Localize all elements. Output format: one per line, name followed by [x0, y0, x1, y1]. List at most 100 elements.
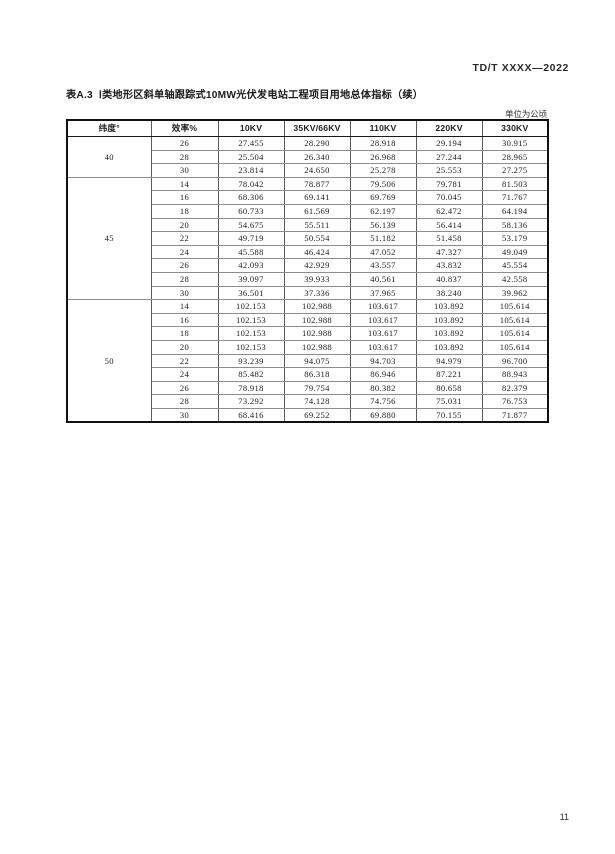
efficiency-cell: 18 [150, 203, 219, 219]
value-cell: 51.182 [349, 231, 417, 246]
column-header-latitude: 纬度° [66, 119, 152, 137]
value-cell: 42.558 [481, 271, 549, 287]
value-cell: 49.049 [481, 244, 549, 260]
value-cell: 93.239 [217, 353, 285, 369]
value-cell: 102.153 [217, 326, 285, 341]
value-cell: 62.472 [415, 203, 483, 219]
value-cell: 71.767 [481, 190, 549, 205]
efficiency-cell: 22 [150, 231, 219, 246]
table-row: 16 102.153 102.988 103.617 103.892 105.614 [67, 312, 549, 328]
efficiency-cell: 14 [150, 176, 219, 192]
value-cell: 74.756 [349, 394, 417, 409]
value-cell: 25.278 [349, 163, 417, 178]
table-row: 30 36.501 37.336 37.965 38.240 39.962 [67, 285, 549, 301]
efficiency-cell: 30 [150, 163, 219, 178]
value-cell: 53.179 [481, 231, 549, 246]
table-caption-number: 表A.3 [66, 90, 93, 101]
value-cell: 54.675 [217, 217, 285, 233]
table-row: 20 54.675 55.511 56.139 56.414 58.136 [67, 217, 549, 233]
value-cell: 49.719 [217, 231, 285, 246]
value-cell: 39.097 [217, 271, 285, 287]
value-cell: 64.194 [481, 203, 549, 219]
value-cell: 94.075 [283, 353, 351, 369]
value-cell: 69.141 [283, 190, 351, 205]
value-cell: 103.617 [349, 326, 417, 341]
column-header-35kv-66kv: 35KV/66KV [283, 119, 351, 137]
value-cell: 45.554 [481, 258, 549, 273]
value-cell: 88.943 [481, 367, 549, 382]
value-cell: 60.733 [217, 203, 285, 219]
value-cell: 74.128 [283, 394, 351, 409]
value-cell: 58.136 [481, 217, 549, 233]
value-cell: 94.703 [349, 353, 417, 369]
value-cell: 102.153 [217, 299, 285, 314]
value-cell: 102.988 [283, 326, 351, 341]
value-cell: 28.918 [349, 136, 417, 151]
efficiency-cell: 24 [150, 244, 219, 260]
efficiency-cell: 28 [150, 394, 219, 409]
value-cell: 42.093 [217, 258, 285, 273]
value-cell: 62.197 [349, 203, 417, 219]
value-cell: 27.244 [415, 149, 483, 165]
value-cell: 79.781 [415, 176, 483, 192]
table-row: 40 26 27.455 28.290 28.918 29.194 30.915 [66, 136, 549, 178]
value-cell: 82.379 [481, 380, 549, 396]
value-cell: 26.340 [283, 149, 351, 165]
value-cell: 105.614 [481, 326, 549, 341]
value-cell: 94.979 [415, 353, 483, 369]
value-cell: 78.042 [217, 176, 285, 192]
value-cell: 40.561 [349, 271, 417, 287]
value-cell: 43.557 [349, 258, 417, 273]
land-use-indicator-table: 纬度° 效率% 10KV 35KV/66KV 110KV 220KV 330KV… [66, 119, 549, 424]
latitude-group-cell: 40 [66, 136, 152, 178]
value-cell: 80.658 [415, 380, 483, 396]
efficiency-cell: 26 [150, 380, 219, 396]
column-header-330kv: 330KV [481, 119, 549, 137]
column-header-220kv: 220KV [415, 119, 483, 137]
value-cell: 102.153 [217, 312, 285, 328]
value-cell: 28.290 [283, 136, 351, 151]
value-cell: 71.877 [481, 407, 549, 423]
value-cell: 43.832 [415, 258, 483, 273]
page-number: 11 [559, 812, 569, 822]
value-cell: 37.965 [349, 285, 417, 301]
value-cell: 42.929 [283, 258, 351, 273]
value-cell: 25.553 [415, 163, 483, 178]
value-cell: 69.252 [283, 407, 351, 423]
running-header: TD/T XXXX—2022 [472, 62, 569, 74]
table-caption: 表A.3 Ⅰ类地形区斜单轴跟踪式10MW光伏发电站工程项目用地总体指标（续） [66, 86, 546, 101]
value-cell: 55.511 [283, 217, 351, 233]
value-cell: 40.837 [415, 271, 483, 287]
value-cell: 73.292 [217, 394, 285, 409]
value-cell: 103.617 [349, 312, 417, 328]
value-cell: 23.814 [217, 163, 285, 178]
value-cell: 79.754 [283, 380, 351, 396]
table-header-row: 纬度° 效率% 10KV 35KV/66KV 110KV 220KV 330KV [66, 119, 549, 137]
value-cell: 103.617 [349, 299, 417, 314]
value-cell: 46.424 [283, 244, 351, 260]
table-row: 16 68.306 69.141 69.769 70.045 71.767 [67, 190, 549, 205]
value-cell: 45.588 [217, 244, 285, 260]
value-cell: 105.614 [481, 299, 549, 314]
value-cell: 78.918 [217, 380, 285, 396]
value-cell: 47.327 [415, 244, 483, 260]
table-row: 50 14 102.153 102.988 103.617 103.892 105.614 [66, 299, 549, 423]
value-cell: 78.877 [283, 176, 351, 192]
table-row: 30 68.416 69.252 69.880 70.155 71.877 [67, 407, 549, 423]
efficiency-cell: 22 [150, 353, 219, 369]
value-cell: 29.194 [415, 136, 483, 151]
table-row: 22 93.239 94.075 94.703 94.979 96.700 [67, 353, 549, 369]
value-cell: 102.988 [283, 299, 351, 314]
value-cell: 26.968 [349, 149, 417, 165]
efficiency-cell: 18 [150, 326, 219, 341]
column-header-efficiency: 效率% [150, 119, 219, 137]
efficiency-cell: 20 [150, 217, 219, 233]
value-cell: 105.614 [481, 339, 549, 355]
value-cell: 70.045 [415, 190, 483, 205]
value-cell: 47.052 [349, 244, 417, 260]
value-cell: 27.275 [481, 163, 549, 178]
value-cell: 76.753 [481, 394, 549, 409]
value-cell: 68.306 [217, 190, 285, 205]
value-cell: 103.892 [415, 312, 483, 328]
